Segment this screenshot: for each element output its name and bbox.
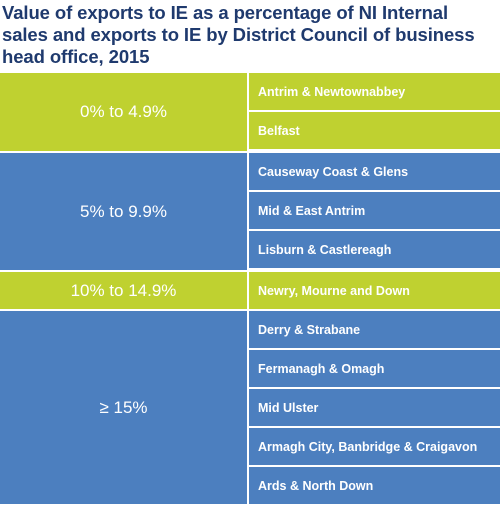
- band-label: ≥ 15%: [0, 311, 247, 504]
- council-item: Newry, Mourne and Down: [249, 272, 500, 309]
- council-item: Ards & North Down: [249, 467, 500, 504]
- council-list: Antrim & Newtownabbey Belfast: [249, 73, 500, 151]
- council-item: Mid & East Antrim: [249, 192, 500, 229]
- council-item: Mid Ulster: [249, 389, 500, 426]
- band-group-10-to-14-9: 10% to 14.9% Newry, Mourne and Down: [0, 272, 500, 309]
- council-item: Derry & Strabane: [249, 311, 500, 348]
- council-item: Antrim & Newtownabbey: [249, 73, 500, 110]
- diagram-title: Value of exports to IE as a percentage o…: [2, 2, 475, 67]
- council-item: Causeway Coast & Glens: [249, 153, 500, 190]
- band-group-0-to-4-9: 0% to 4.9% Antrim & Newtownabbey Belfast: [0, 73, 500, 151]
- band-group-5-to-9-9: 5% to 9.9% Causeway Coast & Glens Mid & …: [0, 153, 500, 270]
- council-item: Armagh City, Banbridge & Craigavon: [249, 428, 500, 465]
- band-label: 5% to 9.9%: [0, 153, 247, 270]
- council-list: Derry & Strabane Fermanagh & Omagh Mid U…: [249, 311, 500, 506]
- council-item: Belfast: [249, 112, 500, 149]
- band-label: 0% to 4.9%: [0, 73, 247, 151]
- band-group-15-plus: ≥ 15% Derry & Strabane Fermanagh & Omagh…: [0, 311, 500, 504]
- council-list: Causeway Coast & Glens Mid & East Antrim…: [249, 153, 500, 270]
- band-label: 10% to 14.9%: [0, 272, 247, 309]
- council-item: Fermanagh & Omagh: [249, 350, 500, 387]
- band-table: 0% to 4.9% Antrim & Newtownabbey Belfast…: [0, 73, 500, 504]
- council-list: Newry, Mourne and Down: [249, 272, 500, 311]
- council-item: Lisburn & Castlereagh: [249, 231, 500, 268]
